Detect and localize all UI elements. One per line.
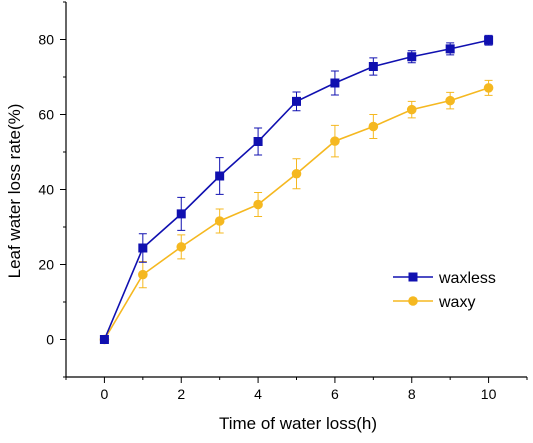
- y-tick-label: 80: [38, 32, 54, 48]
- legend-item-waxy: waxy: [393, 294, 475, 311]
- data-point: [445, 95, 455, 106]
- data-point: [138, 243, 148, 253]
- data-point: [253, 137, 263, 146]
- data-point: [368, 121, 379, 132]
- x-tick-label: 8: [408, 386, 416, 402]
- series-waxless: [99, 34, 494, 344]
- data-point: [330, 136, 340, 146]
- data-point: [330, 78, 340, 88]
- data-point: [406, 104, 417, 115]
- legend-marker: [408, 272, 418, 282]
- y-tick-label: 0: [46, 332, 54, 348]
- data-point: [445, 44, 455, 54]
- data-point: [484, 35, 494, 45]
- data-point: [176, 209, 186, 219]
- data-point: [215, 171, 225, 181]
- x-axis-title: Time of water loss(h): [219, 414, 377, 433]
- ticks: 0 2 4 6 8 10 0 20 40 60 80: [38, 1, 528, 402]
- data-point: [138, 269, 148, 280]
- legend-item-waxless: waxless: [393, 270, 496, 287]
- legend-marker: [408, 296, 418, 306]
- x-tick-label: 4: [254, 386, 262, 402]
- x-tick-label: 10: [481, 386, 497, 402]
- y-axis-title: Leaf water loss rate(%): [5, 104, 24, 279]
- data-point: [483, 83, 494, 93]
- y-tick-label: 60: [38, 107, 54, 123]
- legend-label: waxy: [438, 294, 475, 311]
- data-point: [253, 199, 263, 210]
- series-layer: [99, 34, 494, 345]
- y-tick-label: 40: [38, 182, 54, 198]
- data-point: [99, 335, 109, 344]
- x-tick-label: 0: [101, 386, 109, 402]
- legend-label: waxless: [438, 270, 496, 287]
- series-waxy: [99, 79, 494, 345]
- axes: [65, 2, 527, 378]
- y-tick-label: 20: [38, 257, 54, 273]
- data-point: [214, 216, 225, 226]
- x-tick-label: 2: [177, 386, 185, 402]
- series-line: [103, 39, 489, 340]
- data-point: [291, 168, 302, 179]
- x-tick-label: 6: [331, 386, 339, 402]
- data-point: [407, 52, 417, 62]
- data-point: [368, 62, 378, 71]
- data-point: [176, 242, 187, 252]
- data-point: [292, 96, 301, 106]
- legend: waxless waxy: [393, 270, 496, 311]
